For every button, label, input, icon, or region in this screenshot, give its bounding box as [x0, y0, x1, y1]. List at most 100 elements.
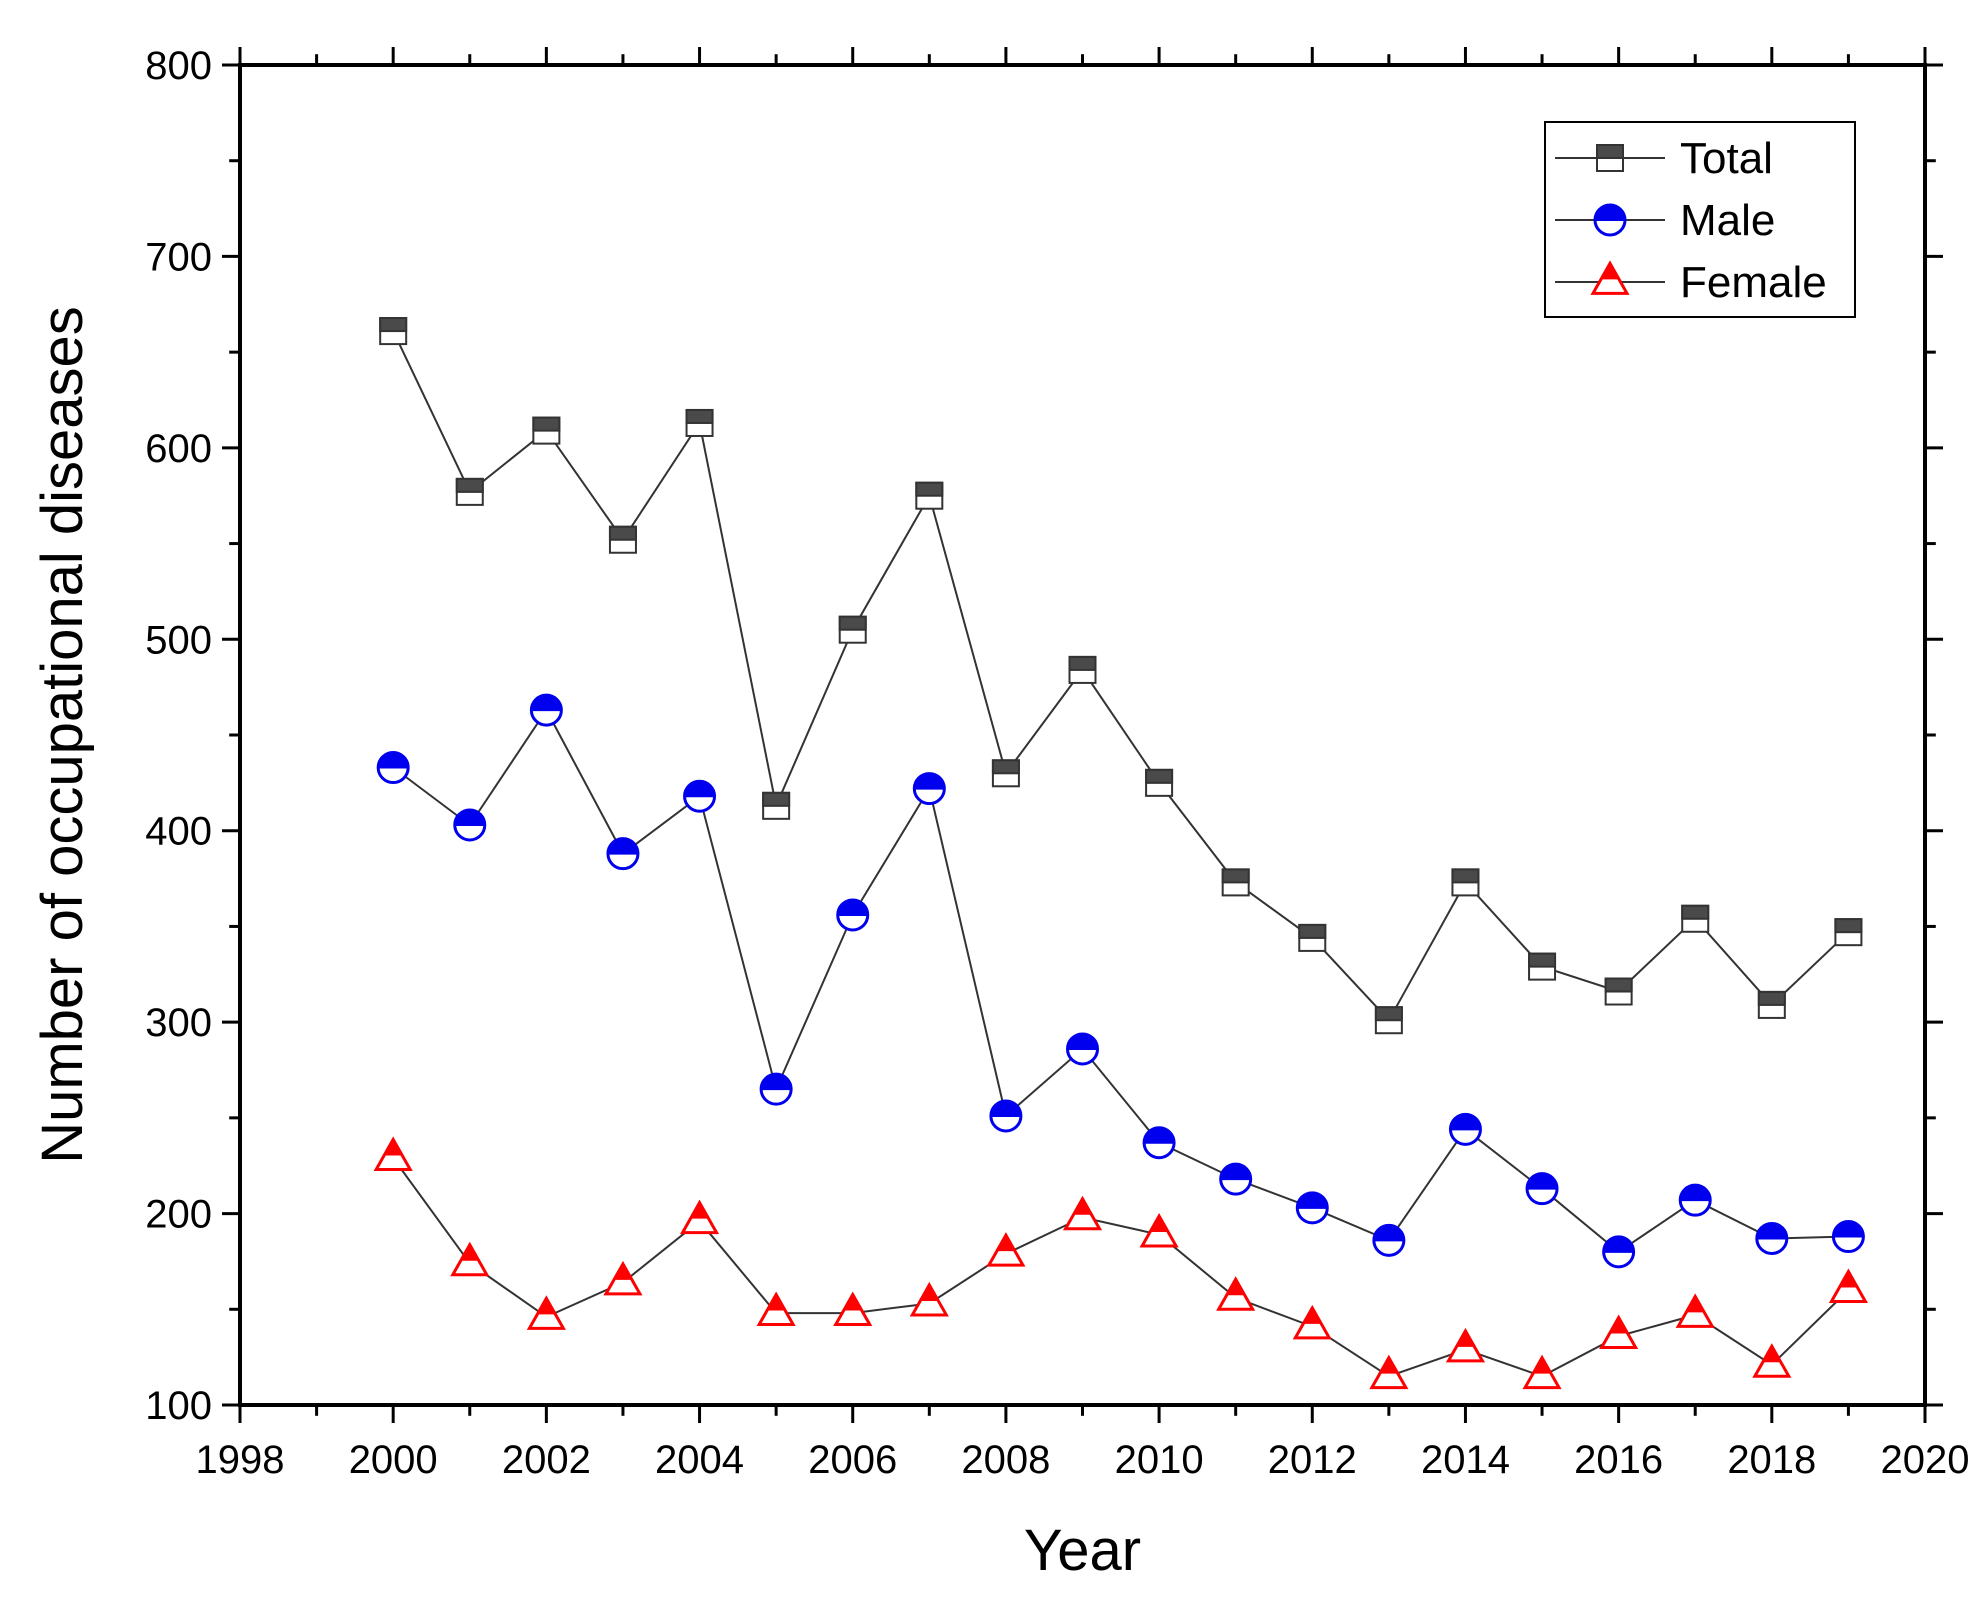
data-point-female: [526, 1295, 566, 1330]
legend-label-total: Total: [1680, 134, 1773, 183]
data-point-total: [1757, 990, 1786, 1019]
x-tick-label: 2010: [1115, 1438, 1204, 1482]
marker-fill: [1219, 1163, 1252, 1181]
data-point-male: [1755, 1221, 1789, 1255]
x-tick-label: 2012: [1268, 1438, 1357, 1482]
marker-fill: [1602, 1235, 1635, 1253]
data-point-total: [1604, 977, 1633, 1006]
data-point-female: [373, 1136, 413, 1171]
legend-item-male: Male: [1555, 196, 1775, 245]
data-point-total: [1681, 904, 1710, 933]
marker-fill: [1302, 1305, 1323, 1324]
data-point-female: [679, 1199, 720, 1235]
y-tick-label: 600: [145, 427, 212, 471]
marker-fill: [765, 1292, 787, 1311]
marker-fill: [995, 1233, 1017, 1252]
marker-fill: [1225, 1277, 1246, 1296]
marker-fill: [1679, 1184, 1712, 1202]
data-point-total: [1374, 1006, 1403, 1035]
marker-fill: [1072, 1196, 1093, 1215]
data-point-male: [989, 1099, 1023, 1133]
marker-fill: [1455, 1328, 1476, 1347]
legend-item-total: Total: [1555, 134, 1773, 183]
y-tick-label: 800: [145, 44, 212, 88]
marker-fill: [1451, 868, 1480, 884]
marker-fill: [1526, 1172, 1559, 1190]
marker-fill: [1838, 1269, 1859, 1288]
marker-fill: [377, 751, 410, 769]
data-point-male: [1295, 1191, 1329, 1225]
legend-marker-female: [1590, 260, 1630, 295]
marker-fill: [689, 1200, 710, 1219]
data-point-total: [1834, 918, 1863, 947]
y-tick-label: 200: [145, 1193, 212, 1237]
plot-frame: [238, 63, 1927, 1407]
data-point-total: [1145, 768, 1174, 797]
marker-fill: [1296, 1191, 1329, 1209]
data-point-male: [1678, 1183, 1712, 1217]
data-point-male: [1219, 1162, 1253, 1196]
data-point-male: [453, 808, 487, 842]
data-point-total: [1068, 655, 1097, 684]
data-point-female: [986, 1232, 1026, 1267]
marker-fill: [459, 1242, 480, 1261]
marker-fill: [612, 1261, 634, 1280]
x-tick-label: 2008: [961, 1438, 1050, 1482]
marker-fill: [1757, 990, 1786, 1006]
x-tick-label: 1998: [196, 1438, 285, 1482]
marker-fill: [1685, 1294, 1706, 1313]
data-point-female: [450, 1241, 490, 1277]
data-point-male: [376, 751, 410, 785]
marker-fill: [608, 525, 637, 541]
data-point-female: [1369, 1354, 1409, 1390]
data-point-total: [685, 408, 714, 437]
marker-fill: [1221, 868, 1250, 884]
data-point-male: [1448, 1112, 1482, 1146]
data-point-male: [912, 772, 946, 806]
series-line-total: [392, 330, 1850, 1022]
data-point-female: [1828, 1268, 1868, 1304]
data-point-total: [532, 416, 561, 445]
legend: Total Male Female: [1544, 121, 1856, 318]
marker-fill: [606, 837, 639, 855]
marker-fill: [1681, 904, 1710, 920]
marker-fill: [760, 1073, 793, 1091]
x-tick-label: 2006: [808, 1438, 897, 1482]
marker-fill: [1378, 1355, 1400, 1374]
marker-fill: [536, 1296, 557, 1315]
marker-fill: [1066, 1033, 1099, 1050]
y-tick-label: 700: [145, 235, 212, 279]
data-point-male: [529, 693, 563, 727]
data-point-female: [1599, 1314, 1639, 1349]
marker-fill: [1374, 1006, 1403, 1022]
marker-fill: [530, 694, 563, 712]
marker-fill: [1298, 923, 1327, 939]
data-point-male: [1525, 1172, 1559, 1206]
marker-fill: [915, 481, 944, 497]
data-point-female: [1445, 1327, 1486, 1363]
x-tick-label: 2016: [1574, 1438, 1663, 1482]
marker-fill: [1608, 1315, 1629, 1334]
marker-fill: [379, 317, 408, 333]
marker-fill: [683, 780, 716, 798]
marker-fill: [455, 477, 484, 493]
marker-fill: [1531, 1355, 1553, 1374]
data-point-female: [603, 1260, 643, 1296]
data-point-male: [1372, 1223, 1406, 1257]
marker-fill: [382, 1137, 404, 1156]
data-point-total: [1528, 952, 1557, 981]
marker-fill: [1148, 1214, 1170, 1233]
marker-fill: [842, 1292, 863, 1311]
data-point-total: [915, 481, 944, 510]
data-point-female: [1752, 1343, 1792, 1378]
marker-fill: [1834, 918, 1863, 934]
data-point-total: [991, 759, 1020, 788]
data-point-female: [909, 1281, 949, 1317]
marker-fill: [836, 899, 869, 916]
data-point-female: [1216, 1276, 1256, 1311]
marker-fill: [919, 1282, 940, 1301]
data-point-female: [1292, 1304, 1332, 1340]
data-point-female: [756, 1291, 796, 1327]
marker-fill: [1593, 204, 1627, 221]
